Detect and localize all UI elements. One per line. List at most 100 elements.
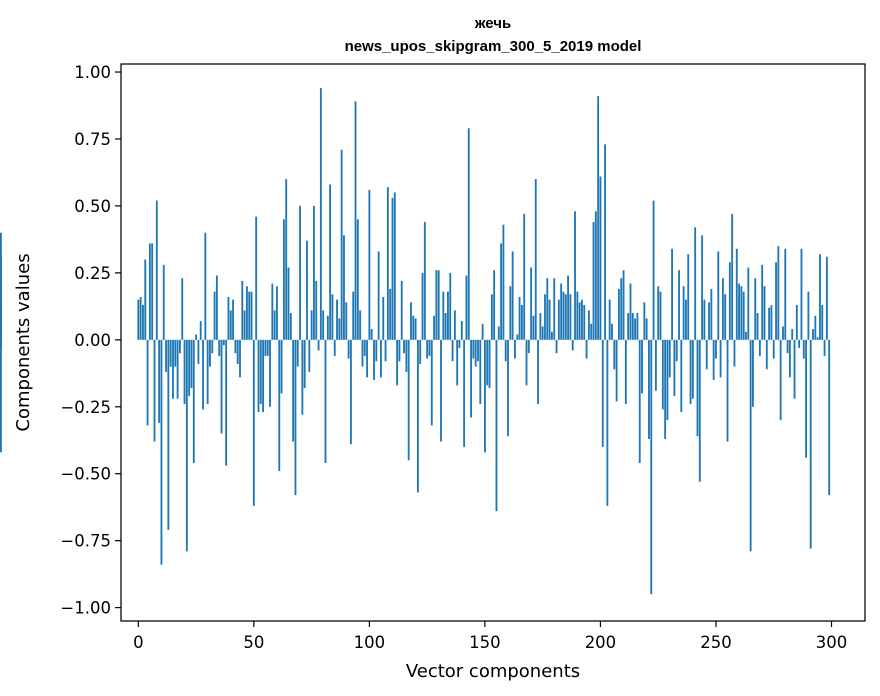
bar [705,339,708,370]
bar [694,227,697,340]
y-tick-label: −0.25 [60,398,111,417]
bar [423,222,426,340]
bar [604,144,606,340]
bar [539,313,542,340]
bar [185,339,188,552]
bar [712,339,715,380]
bar [188,339,191,397]
bar [800,248,803,340]
bar [620,278,623,340]
bar [338,318,341,340]
bar [146,339,149,426]
bar [745,331,747,340]
bar [239,339,241,378]
x-axis-label: Vector components [406,661,580,682]
bar [310,310,313,340]
bar [220,339,223,434]
bar [657,286,660,340]
bar [440,339,442,442]
bar [262,339,265,413]
bar [213,291,216,340]
bar [518,296,521,340]
bar [340,149,343,340]
y-tick-label: 0.75 [74,130,111,149]
bar [361,339,364,367]
bar [490,294,493,340]
bar [349,339,352,445]
bar [243,310,246,340]
bar [590,323,593,340]
bar [497,326,500,340]
bar [701,235,704,340]
bar [770,305,773,340]
bar [562,291,565,340]
bar [793,339,796,399]
bar [553,278,556,340]
bar [661,339,664,410]
bar [158,339,161,423]
bar [634,318,637,340]
bar [410,302,412,340]
bar [606,339,609,506]
bar [463,339,466,447]
bar [396,339,399,386]
x-tick-label: 250 [700,633,732,652]
y-axis-ticks: 1.00 0.75 0.50 0.25 0.00 −0.25 −0.50 −0.75 −1.00 [60,63,121,618]
bar [428,339,431,356]
y-tick-label: −0.75 [60,532,111,551]
bar [391,197,394,340]
bar [206,339,209,405]
bar [336,299,338,340]
bar [731,213,734,340]
bar [458,339,461,348]
bar [805,339,808,458]
bar [359,310,362,340]
bar [636,313,639,340]
bar [768,307,771,340]
bar [726,339,729,442]
bar [601,339,604,447]
bar [486,339,489,386]
bar [308,339,311,372]
bar [426,339,429,359]
bar [460,321,463,340]
bar [585,339,588,359]
bar [209,339,211,367]
bar [754,278,757,340]
bar [282,219,285,340]
bar [241,280,244,340]
bar [139,296,142,340]
bar [615,339,618,402]
bar [449,272,452,340]
bar [167,339,170,530]
bar-series [0,88,831,595]
bar [160,339,163,565]
bar [407,339,410,461]
y-tick-label: 0.50 [74,197,111,216]
bar [382,296,385,340]
bar [673,339,676,397]
bar [557,299,560,340]
bar [386,187,389,340]
bar [569,294,572,340]
bar [465,275,468,340]
bar [763,286,766,340]
bar [758,339,761,356]
bar [786,339,789,354]
bar [181,278,184,340]
bar [627,313,630,340]
bar [544,294,546,340]
x-tick-label: 100 [354,633,386,652]
bar [624,339,627,405]
bar [435,270,438,340]
bar [671,248,673,340]
bar [717,251,720,340]
bar [317,339,320,351]
bar [809,339,812,549]
bar [375,339,378,362]
bar [437,270,440,340]
bar [472,339,475,359]
bar [137,299,140,340]
bar [654,339,657,391]
bar [668,339,671,378]
